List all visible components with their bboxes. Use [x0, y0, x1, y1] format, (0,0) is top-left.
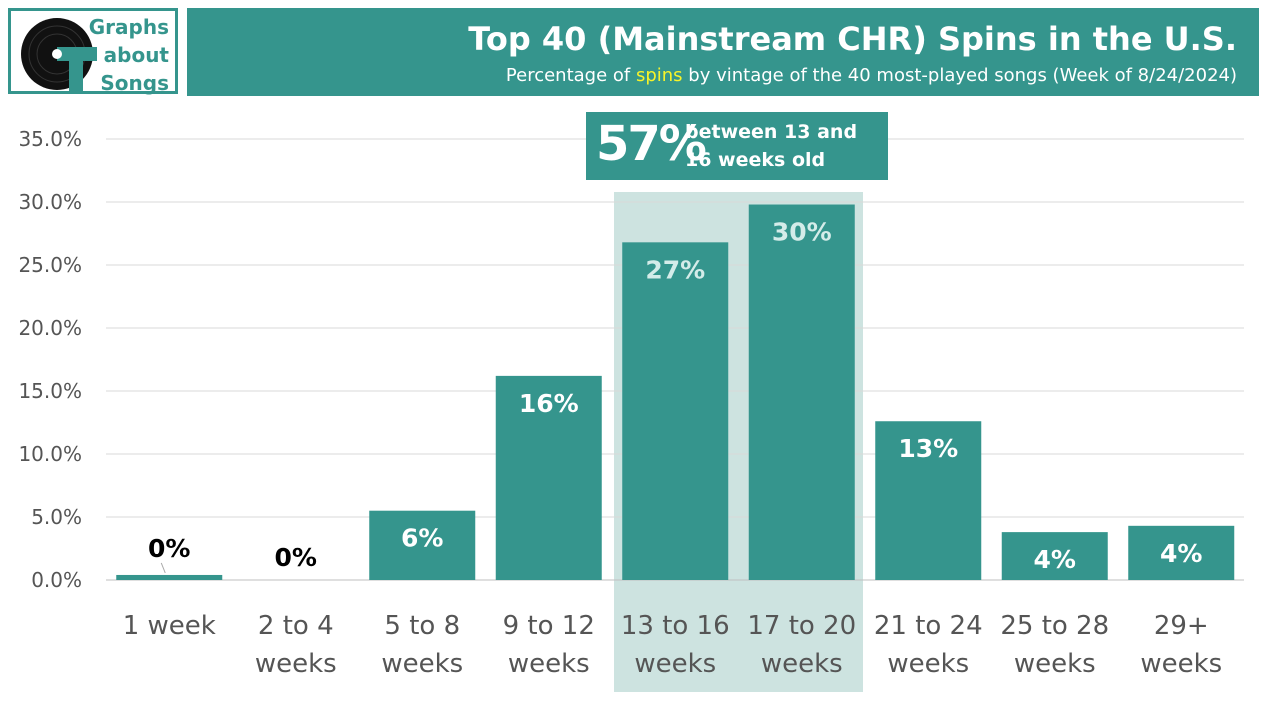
data-label: 13% — [898, 434, 958, 463]
subtitle-suffix: by vintage of the 40 most-played songs (… — [682, 65, 1237, 86]
data-label: 27% — [645, 255, 705, 284]
data-label: 16% — [519, 389, 579, 418]
brand-name-line: Graphs — [88, 15, 169, 39]
callout-description: between 13 and 16 weeks old — [685, 121, 858, 171]
y-tick-label: 30.0% — [18, 190, 82, 214]
chart-title: Top 40 (Mainstream CHR) Spins in the U.S… — [468, 20, 1237, 58]
y-tick-label: 0.0% — [31, 568, 82, 592]
bar — [495, 375, 602, 580]
vinyl-record-icon — [21, 18, 97, 93]
y-tick-label: 25.0% — [18, 253, 82, 277]
y-tick-label: 15.0% — [18, 379, 82, 403]
bar — [116, 574, 223, 580]
y-tick-label: 10.0% — [18, 442, 82, 466]
x-tick-label: 29+ — [1154, 611, 1209, 641]
brand-name-line: about — [103, 43, 169, 67]
x-tick-label: 1 week — [123, 611, 216, 641]
label-leader-line — [160, 562, 166, 574]
data-label: 0% — [148, 534, 190, 563]
bar — [622, 242, 729, 580]
bar — [369, 510, 476, 580]
bar — [748, 204, 855, 580]
x-tick-label: weeks — [887, 649, 969, 679]
data-label: 30% — [772, 218, 832, 247]
y-tick-label: 20.0% — [18, 316, 82, 340]
x-tick-label: weeks — [381, 649, 463, 679]
x-tick-label: 25 to 28 — [1000, 611, 1109, 641]
brand-name: Graphs about Songs — [89, 13, 169, 97]
x-tick-label: weeks — [1014, 649, 1096, 679]
x-tick-label: 21 to 24 — [874, 611, 983, 641]
subtitle-highlight: spins — [635, 65, 683, 86]
y-tick-label: 5.0% — [31, 505, 82, 529]
x-tick-label: 2 to 4 — [258, 611, 334, 641]
data-label: 4% — [1034, 545, 1076, 574]
brand-logo: Graphs about Songs — [8, 8, 178, 97]
x-tick-label: 5 to 8 — [384, 611, 460, 641]
x-tick-label: weeks — [761, 649, 843, 679]
brand-name-line: Songs — [100, 71, 169, 95]
chart-subtitle: Percentage of spins by vintage of the 40… — [506, 65, 1237, 86]
bar — [1001, 532, 1108, 580]
data-label: 0% — [275, 543, 317, 572]
bar — [1128, 525, 1235, 580]
x-tick-label: weeks — [1140, 649, 1222, 679]
x-tick-label: 13 to 16 — [621, 611, 730, 641]
title-bar: Top 40 (Mainstream CHR) Spins in the U.S… — [187, 8, 1259, 96]
y-tick-label: 35.0% — [18, 127, 82, 151]
data-label: 4% — [1160, 539, 1202, 568]
callout-box: 57% between 13 and 16 weeks old — [586, 112, 888, 180]
x-tick-label: 9 to 12 — [503, 611, 595, 641]
x-tick-label: weeks — [255, 649, 337, 679]
callout-percentage: 57% — [596, 116, 707, 172]
x-tick-label: 17 to 20 — [747, 611, 856, 641]
bar — [875, 421, 982, 580]
data-label: 6% — [401, 524, 443, 553]
subtitle-prefix: Percentage of — [505, 65, 636, 86]
x-tick-label: weeks — [634, 649, 716, 679]
x-tick-label: weeks — [508, 649, 590, 679]
